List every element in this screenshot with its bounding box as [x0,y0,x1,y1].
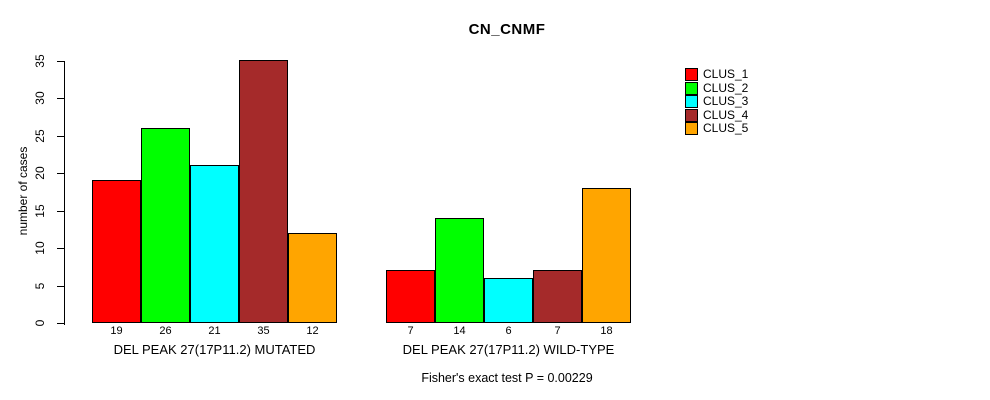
bar-value-label: 35 [257,325,270,337]
legend-label: CLUS_3 [703,94,749,108]
bar-clus_3-mutated [190,165,239,323]
bar-clus_2-wild-type [435,218,484,323]
bar-value-label: 12 [306,325,319,337]
legend-label: CLUS_1 [703,67,749,81]
fisher-test-annotation: Fisher's exact test P = 0.00229 [421,371,593,385]
y-axis-tick [57,136,64,137]
bar-value-label: 19 [110,325,123,337]
bar-clus_3-wild-type [484,278,533,323]
y-axis-tick [57,211,64,212]
legend-label: CLUS_2 [703,81,749,95]
bar-clus_1-wild-type [386,270,435,323]
y-tick-label: 15 [33,204,47,218]
legend-swatch-clus_1 [685,68,698,81]
y-tick-label: 25 [33,129,47,143]
y-tick-label: 0 [33,319,47,327]
bar-value-label: 26 [159,325,172,337]
y-tick-label: 30 [33,91,47,105]
bar-value-label: 7 [554,325,561,337]
legend-swatch-clus_2 [685,82,698,95]
y-tick-label: 20 [33,166,47,180]
legend-label: CLUS_4 [703,108,749,122]
y-axis-tick [57,323,64,324]
bar-value-label: 6 [505,325,512,337]
bar-value-label: 18 [600,325,613,337]
bar-clus_4-mutated [239,60,288,323]
bar-clus_1-mutated [92,180,141,323]
y-axis-title: number of cases [16,146,30,236]
y-axis-line [64,61,65,325]
y-tick-label: 35 [33,54,47,68]
legend-swatch-clus_5 [685,122,698,135]
bar-clus_4-wild-type [533,270,582,323]
bar-value-label: 21 [208,325,221,337]
legend-label: CLUS_5 [703,121,749,135]
bar-clus_5-mutated [288,233,337,323]
bar-clus_2-mutated [141,128,190,323]
y-axis-tick [57,286,64,287]
y-axis-tick [57,248,64,249]
y-axis-tick [57,61,64,62]
y-tick-label: 10 [33,241,47,255]
bar-clus_5-wild-type [582,188,631,323]
y-axis-tick [57,173,64,174]
y-axis-tick [57,98,64,99]
legend-swatch-clus_4 [685,109,698,122]
x-group-label-wildtype: DEL PEAK 27(17P11.2) WILD-TYPE [402,342,615,357]
legend-swatch-clus_3 [685,95,698,108]
chart-title: CN_CNMF [468,21,546,38]
bar-value-label: 14 [453,325,466,337]
bar-value-label: 7 [407,325,414,337]
x-group-label-mutated: DEL PEAK 27(17P11.2) MUTATED [113,342,316,357]
y-tick-label: 5 [33,282,47,290]
